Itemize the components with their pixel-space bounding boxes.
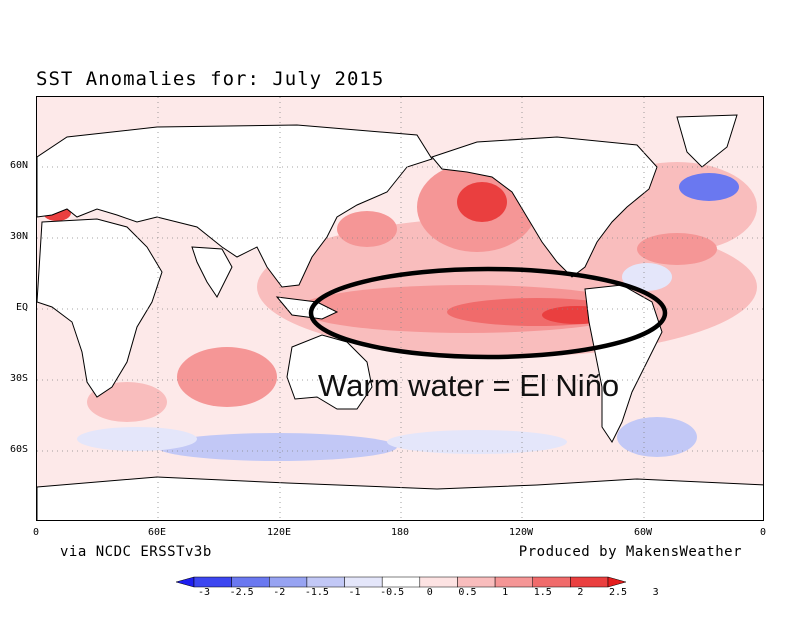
lon-tick-label: 60E bbox=[147, 527, 167, 538]
colorbar-tick-label: -2 bbox=[273, 587, 286, 598]
greenland-land bbox=[676, 114, 738, 168]
colorbar-cell bbox=[570, 576, 609, 588]
indonesia-land bbox=[275, 296, 339, 320]
colorbar-cell bbox=[381, 576, 421, 588]
colorbar-tick-label: 1.5 bbox=[533, 587, 552, 598]
colorbar-cell bbox=[231, 576, 270, 588]
producer-credit: Produced by MakensWeather bbox=[518, 544, 742, 560]
colorbar-tick-label: -2.5 bbox=[229, 587, 254, 598]
colorbar-cell bbox=[269, 576, 308, 588]
lon-tick-label: 120W bbox=[508, 527, 534, 538]
colorbar-tick-label: -0.5 bbox=[380, 587, 405, 598]
south-america-land bbox=[584, 284, 663, 443]
africa-land bbox=[37, 218, 163, 398]
colorbar-tick-label: -3 bbox=[197, 587, 211, 598]
india-land bbox=[191, 246, 233, 298]
colorbar-cell bbox=[344, 576, 383, 588]
map-canvas bbox=[37, 97, 763, 520]
colorbar-cell bbox=[419, 576, 458, 588]
colorbar-cell bbox=[306, 576, 345, 588]
lon-tick-label: 60W bbox=[633, 527, 653, 538]
lat-tick-label: 30S bbox=[10, 373, 29, 384]
lon-tick-label: 0 bbox=[32, 527, 40, 538]
landmasses bbox=[37, 114, 763, 520]
data-source-credit: via NCDC ERSSTv3b bbox=[60, 544, 212, 560]
colorbar-cell bbox=[494, 576, 533, 588]
lat-tick-label: 60S bbox=[10, 444, 29, 455]
colorbar-tick-label: -1 bbox=[348, 587, 361, 598]
map-title: SST Anomalies for: July 2015 bbox=[36, 68, 385, 90]
antarctica-land bbox=[37, 476, 763, 520]
colorbar-tick-label: 1 bbox=[502, 587, 509, 598]
colorbar-cell bbox=[457, 576, 496, 588]
lon-tick-label: 120E bbox=[266, 527, 292, 538]
colorbar-tick-label: 2 bbox=[577, 587, 584, 598]
sst-anomaly-map bbox=[36, 96, 764, 521]
colorbar-cell bbox=[176, 576, 195, 588]
colorbar bbox=[176, 576, 626, 588]
australia-land bbox=[286, 334, 373, 410]
lat-tick-label: 30N bbox=[10, 231, 29, 242]
el-nino-ellipse bbox=[308, 266, 668, 360]
map-grid bbox=[37, 97, 763, 520]
north-america-land bbox=[431, 136, 658, 278]
lat-tick-label: 60N bbox=[10, 160, 29, 171]
colorbar-cell bbox=[193, 576, 232, 588]
colorbar-tick-label: -1.5 bbox=[304, 587, 329, 598]
el-nino-annotation: Warm water = El Niño bbox=[318, 368, 620, 403]
colorbar-tick-label: 0.5 bbox=[458, 587, 477, 598]
lon-tick-label: 180 bbox=[390, 527, 410, 538]
colorbar-cell bbox=[607, 576, 626, 588]
colorbar-tick-label: 2.5 bbox=[608, 587, 628, 598]
colorbar-cell bbox=[532, 576, 571, 588]
colorbar-tick-label: 0 bbox=[426, 587, 433, 598]
colorbar-tick-label: 3 bbox=[652, 587, 659, 598]
lat-tick-label: EQ bbox=[16, 302, 29, 313]
eurasia-land bbox=[37, 124, 433, 288]
lon-tick-label: 0 bbox=[759, 527, 767, 538]
